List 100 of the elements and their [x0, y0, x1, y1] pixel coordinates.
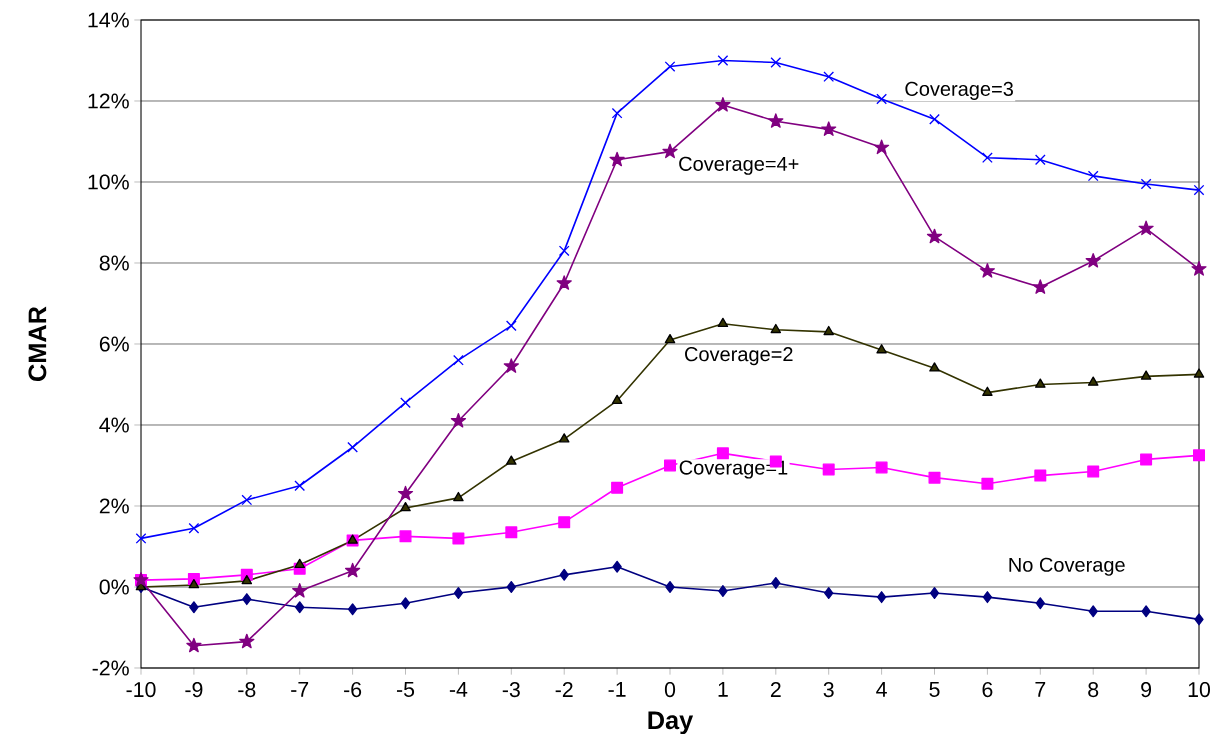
point: [1193, 184, 1205, 196]
point: [929, 113, 940, 125]
x-tick-label: -7: [291, 682, 309, 697]
x-tick-label: -4: [449, 682, 468, 697]
point: [1034, 469, 1047, 482]
point: [821, 121, 837, 136]
point: [824, 587, 834, 600]
y-tick-label: 0%: [99, 579, 129, 595]
point: [239, 633, 255, 649]
y-axis-title: CMAR: [28, 306, 47, 381]
point: [611, 481, 624, 494]
point: [1193, 368, 1205, 378]
point: [503, 358, 519, 373]
point: [823, 71, 835, 83]
point: [609, 151, 625, 167]
point: [718, 585, 728, 598]
point: [1087, 376, 1099, 386]
point: [186, 637, 202, 653]
point: [770, 323, 782, 334]
point: [399, 530, 412, 543]
point: [1140, 453, 1153, 466]
point: [294, 480, 306, 492]
point: [1087, 465, 1100, 478]
point: [295, 601, 305, 614]
point: [926, 228, 943, 244]
point: [1140, 370, 1152, 380]
x-tick-label: -3: [502, 682, 520, 698]
point: [1191, 261, 1207, 276]
point: [771, 576, 781, 589]
point: [400, 502, 411, 512]
point: [242, 593, 252, 606]
point: [506, 455, 517, 465]
x-tick-label: -5: [396, 682, 415, 697]
series-label: Coverage=1: [679, 460, 788, 479]
x-tick-label: 1: [718, 682, 728, 697]
point: [559, 568, 569, 581]
point: [982, 152, 993, 164]
point: [189, 601, 199, 614]
point: [1085, 252, 1101, 268]
x-tick-label: 5: [929, 682, 940, 697]
point: [450, 412, 467, 428]
x-tick-label: 7: [1035, 682, 1046, 697]
point: [294, 558, 305, 569]
point: [664, 459, 677, 472]
point: [823, 325, 834, 336]
point: [981, 477, 994, 490]
x-tick-label: -2: [555, 682, 573, 697]
series-label: Coverage=3: [905, 81, 1013, 100]
point: [135, 533, 147, 544]
point: [876, 93, 887, 105]
series-label: Coverage=4+: [679, 156, 799, 175]
x-tick-label: -8: [238, 682, 256, 698]
point: [875, 461, 888, 474]
y-tick-label: 8%: [99, 255, 129, 271]
point: [453, 587, 464, 600]
point: [397, 485, 414, 501]
point: [612, 560, 622, 573]
point: [452, 532, 465, 545]
point: [929, 362, 940, 372]
x-tick-label: -10: [126, 682, 156, 698]
point: [715, 97, 731, 112]
point: [1035, 378, 1046, 388]
point: [717, 317, 729, 328]
point: [768, 113, 784, 128]
point: [556, 275, 572, 290]
series-label: Coverage=2: [685, 347, 793, 366]
point: [347, 603, 358, 616]
point: [292, 583, 308, 598]
y-tick-label: 12%: [88, 93, 129, 109]
point: [558, 245, 570, 257]
point: [662, 143, 678, 159]
point: [611, 394, 623, 405]
y-tick-label: 6%: [99, 336, 129, 352]
point: [770, 57, 782, 68]
x-tick-label: 2: [770, 682, 781, 697]
point: [873, 139, 890, 155]
x-tick-label: -9: [185, 682, 203, 698]
point: [453, 491, 464, 502]
point: [665, 580, 675, 593]
point: [982, 386, 993, 396]
point: [664, 61, 676, 72]
x-tick-label: 6: [982, 682, 993, 698]
point: [717, 55, 729, 66]
point: [611, 107, 623, 119]
point: [1035, 597, 1045, 610]
point: [822, 463, 835, 476]
point: [1141, 605, 1151, 618]
point: [664, 333, 676, 344]
point: [505, 526, 518, 539]
point: [1034, 154, 1046, 166]
y-tick-label: 10%: [88, 174, 129, 190]
x-axis-title: Day: [648, 711, 694, 734]
point: [188, 522, 200, 534]
x-tick-label: 4: [876, 682, 887, 697]
point: [506, 580, 516, 593]
y-tick-label: 14%: [88, 12, 129, 28]
point: [1138, 220, 1154, 236]
point: [716, 447, 729, 460]
point: [982, 591, 993, 604]
x-tick-label: -6: [344, 682, 362, 698]
